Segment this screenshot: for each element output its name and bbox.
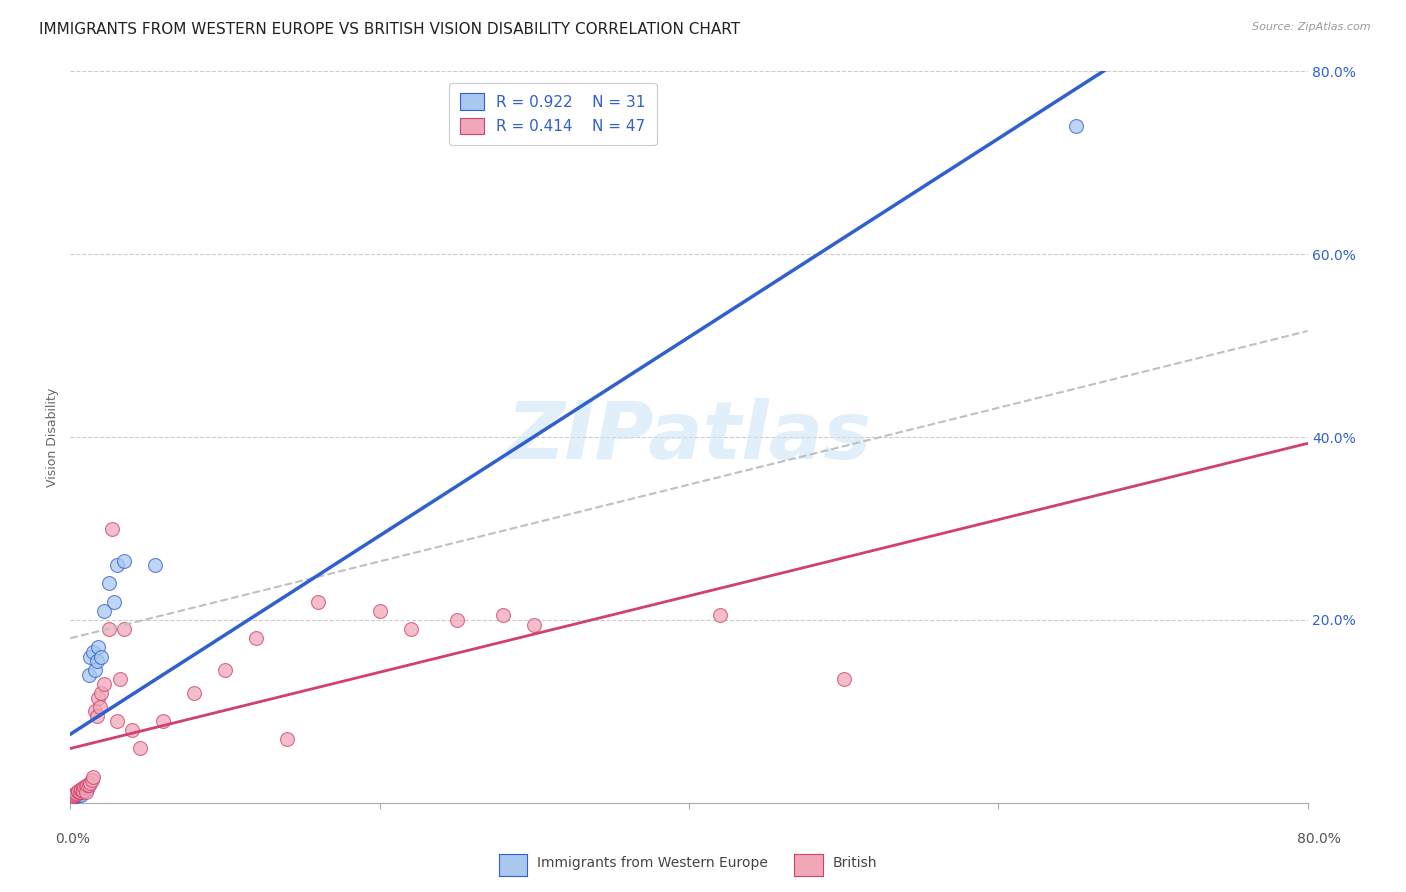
- Point: [62, 789, 84, 803]
- Point: [103, 594, 125, 608]
- Point: [70, 785, 93, 799]
- Point: [86, 709, 108, 723]
- Point: [80, 772, 103, 787]
- Text: British: British: [832, 855, 877, 870]
- Point: [65, 786, 87, 800]
- Point: [70, 788, 93, 802]
- Point: [101, 521, 124, 535]
- Point: [121, 723, 143, 737]
- Point: [523, 617, 546, 632]
- Point: [84, 663, 107, 677]
- Point: [79, 649, 101, 664]
- Point: [72, 783, 94, 797]
- Point: [307, 594, 329, 608]
- Point: [65, 789, 87, 804]
- Point: [145, 558, 166, 573]
- Text: 80.0%: 80.0%: [1296, 832, 1341, 846]
- Point: [69, 787, 91, 801]
- Text: Immigrants from Western Europe: Immigrants from Western Europe: [537, 855, 768, 870]
- Point: [832, 673, 855, 687]
- Point: [76, 782, 98, 797]
- Point: [62, 789, 84, 803]
- Point: [93, 677, 115, 691]
- Point: [73, 784, 96, 798]
- Point: [60, 791, 83, 805]
- Point: [105, 558, 128, 573]
- Point: [214, 663, 236, 677]
- Point: [93, 604, 115, 618]
- Point: [84, 705, 107, 719]
- Point: [86, 654, 108, 668]
- Point: [65, 787, 87, 801]
- Point: [60, 790, 83, 805]
- Point: [70, 783, 93, 797]
- Point: [129, 740, 152, 755]
- Legend: R = 0.922    N = 31, R = 0.414    N = 47: R = 0.922 N = 31, R = 0.414 N = 47: [449, 83, 657, 145]
- Point: [87, 690, 110, 705]
- Point: [399, 622, 422, 636]
- Point: [82, 645, 105, 659]
- Point: [76, 779, 98, 793]
- Point: [67, 789, 90, 803]
- Point: [75, 780, 97, 794]
- Text: ZIPatlas: ZIPatlas: [506, 398, 872, 476]
- Point: [114, 622, 135, 636]
- Text: Source: ZipAtlas.com: Source: ZipAtlas.com: [1253, 22, 1371, 32]
- Point: [183, 686, 205, 700]
- Point: [105, 714, 128, 728]
- Point: [82, 770, 105, 784]
- Point: [67, 785, 90, 799]
- Point: [77, 667, 100, 681]
- Point: [90, 649, 112, 664]
- Point: [368, 604, 391, 618]
- Y-axis label: Vision Disability: Vision Disability: [46, 387, 59, 487]
- Point: [73, 780, 96, 795]
- Point: [69, 785, 91, 799]
- Point: [72, 784, 94, 798]
- Text: IMMIGRANTS FROM WESTERN EUROPE VS BRITISH VISION DISABILITY CORRELATION CHART: IMMIGRANTS FROM WESTERN EUROPE VS BRITIS…: [39, 22, 741, 37]
- Point: [446, 613, 468, 627]
- Point: [98, 576, 120, 591]
- Point: [77, 777, 100, 792]
- Point: [75, 785, 97, 799]
- Point: [67, 784, 90, 798]
- Point: [70, 782, 93, 797]
- Point: [108, 673, 131, 687]
- Point: [63, 788, 86, 802]
- Point: [62, 790, 84, 805]
- Point: [87, 640, 110, 655]
- Point: [75, 781, 97, 796]
- Point: [276, 731, 298, 746]
- Point: [89, 699, 111, 714]
- Point: [67, 785, 90, 799]
- Point: [90, 686, 112, 700]
- Point: [63, 789, 86, 804]
- Text: 0.0%: 0.0%: [56, 832, 90, 846]
- Point: [114, 553, 135, 567]
- Point: [63, 788, 86, 802]
- Point: [72, 781, 94, 796]
- Point: [62, 789, 84, 804]
- Point: [709, 608, 731, 623]
- Point: [79, 775, 101, 789]
- Point: [245, 632, 267, 646]
- Point: [65, 787, 87, 801]
- Point: [152, 714, 174, 728]
- Point: [98, 622, 120, 636]
- Point: [1064, 119, 1087, 133]
- Point: [69, 784, 91, 798]
- Point: [492, 608, 515, 623]
